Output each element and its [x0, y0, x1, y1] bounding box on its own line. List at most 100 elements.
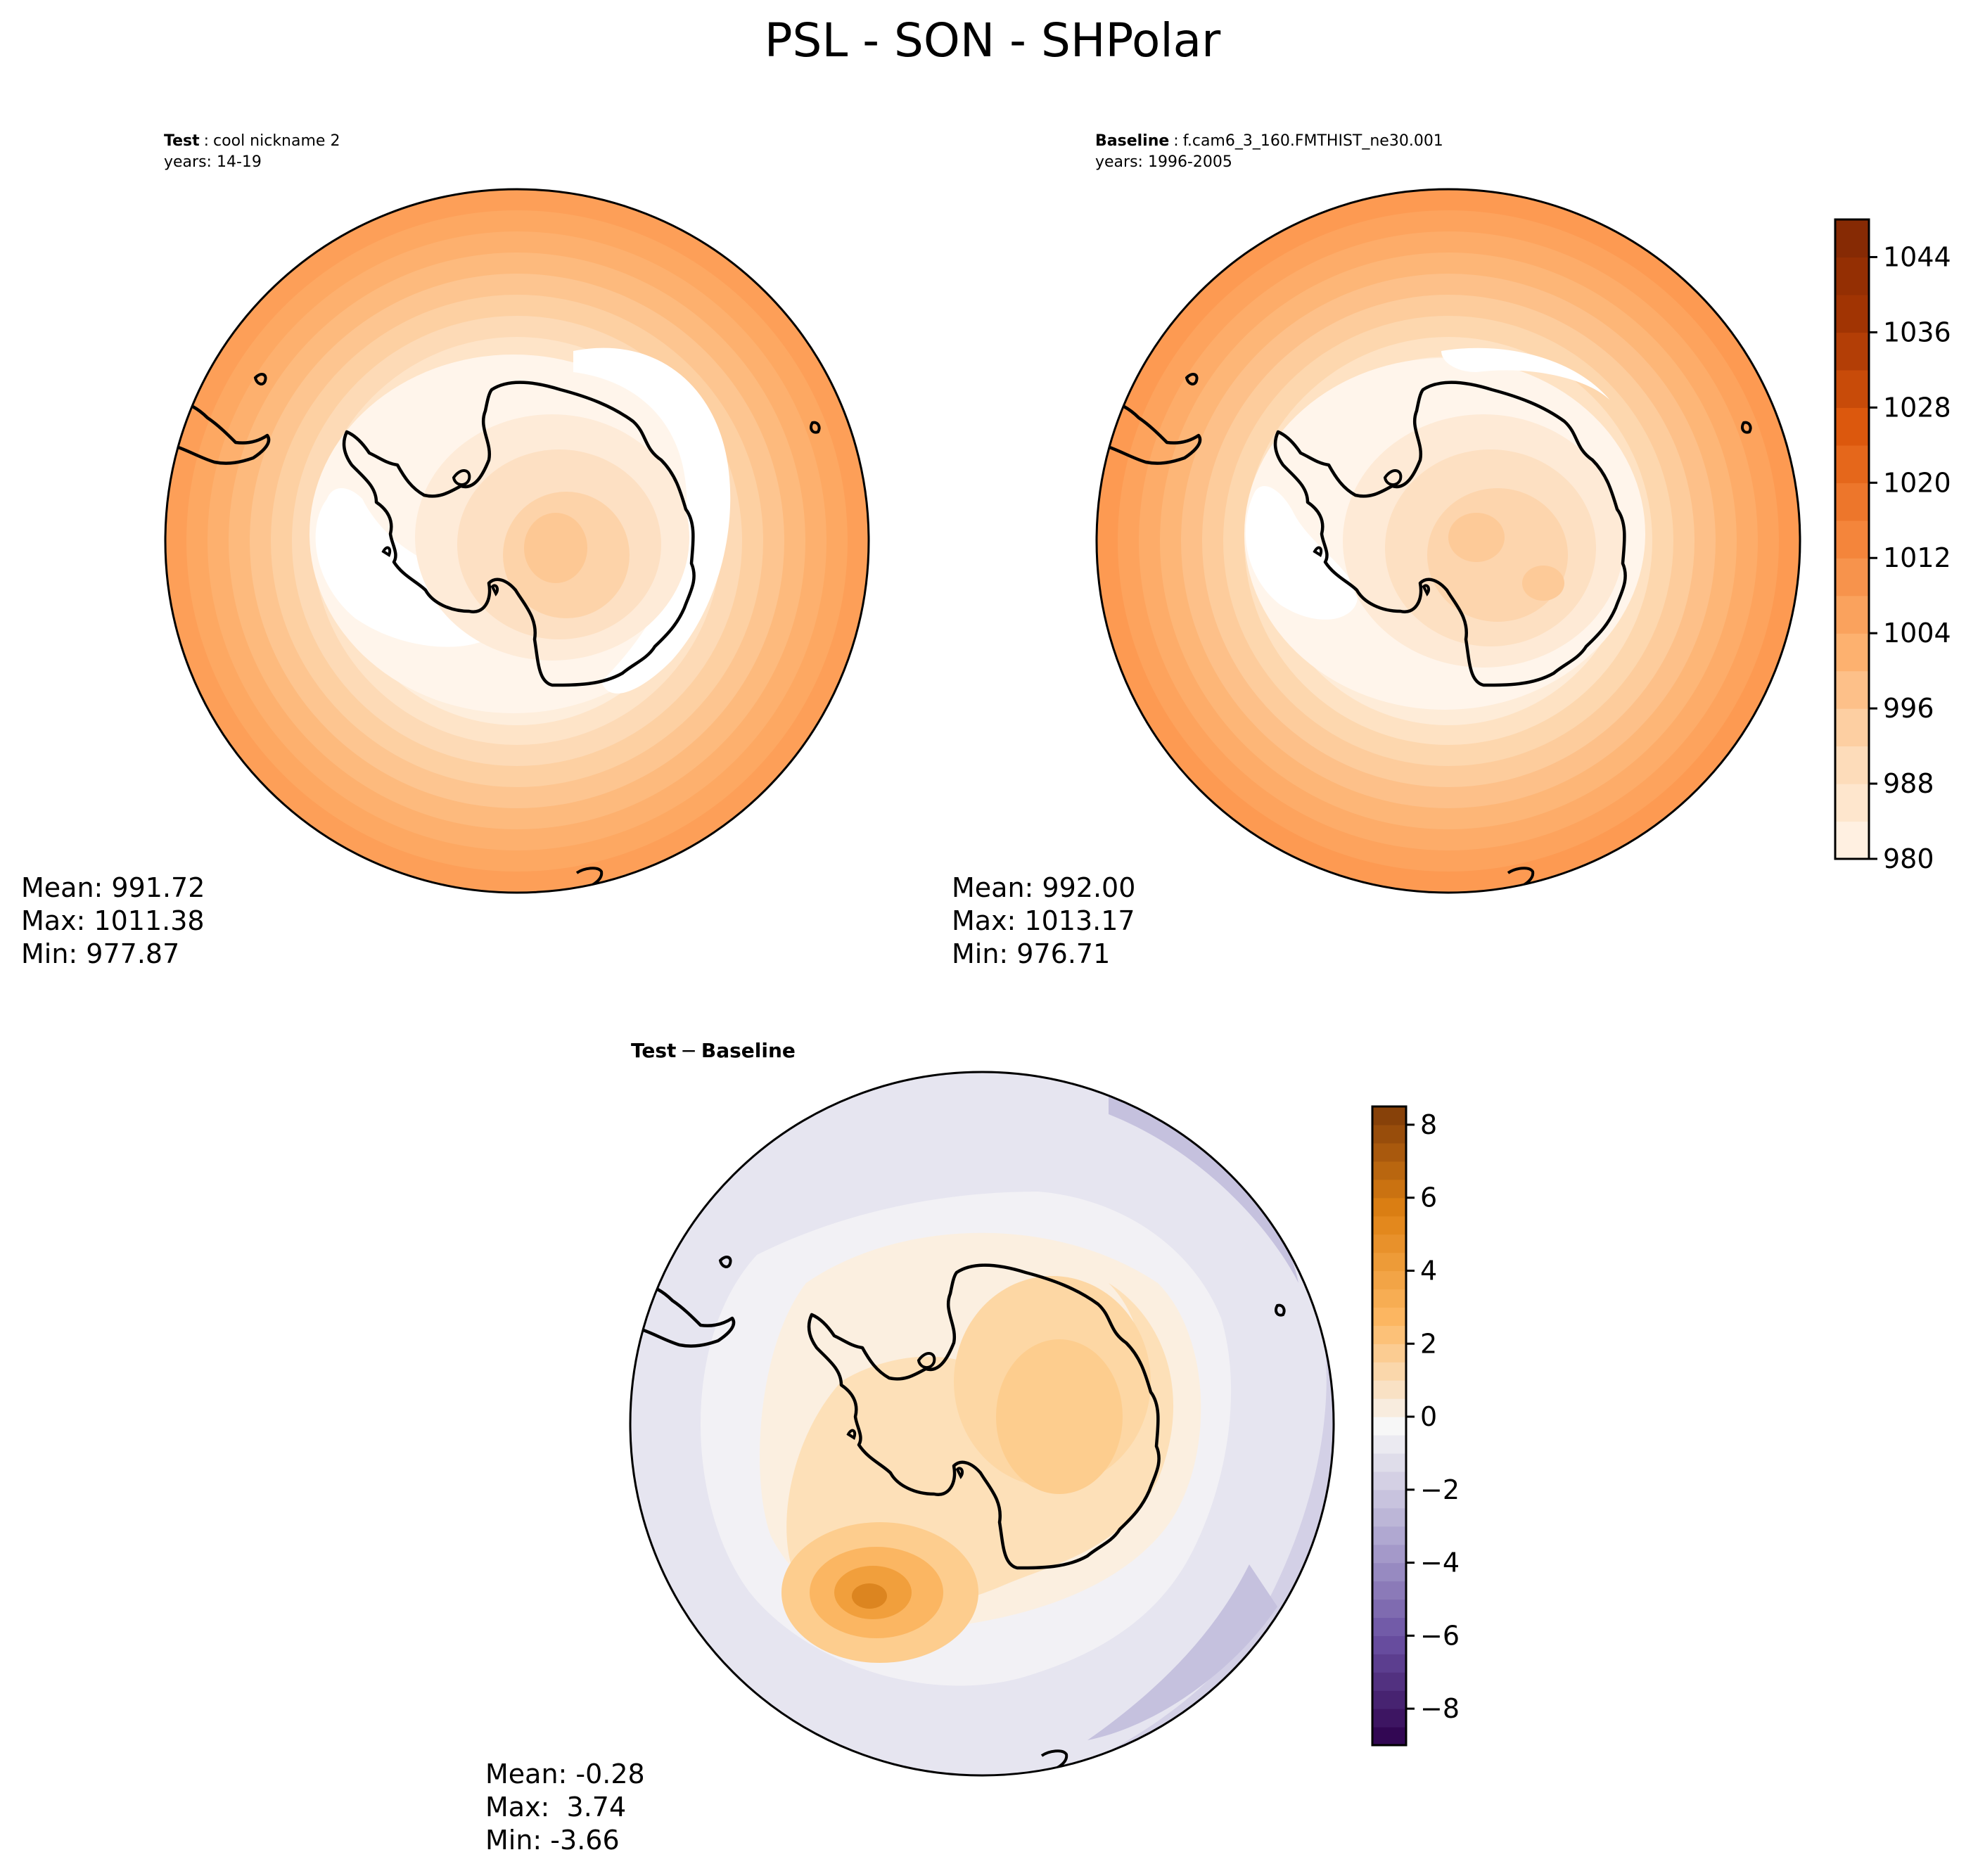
colorbar-difference-segment — [1372, 1544, 1406, 1564]
colorbar-difference-tick-label: −2 — [1420, 1474, 1460, 1505]
panel-test-header: Test: cool nickname 2 — [164, 132, 340, 150]
colorbar-difference-frame — [1371, 1105, 1408, 1747]
colorbar-absolute-tick-label: 988 — [1883, 768, 1934, 799]
colorbar-absolute-segment — [1835, 219, 1869, 258]
colorbar-difference-segment — [1372, 1617, 1406, 1636]
panel-difference-mean: Mean: -0.28 — [485, 1759, 645, 1789]
colorbar-difference-segment — [1372, 1635, 1406, 1654]
colorbar-absolute-tick-label: 980 — [1883, 843, 1934, 874]
colorbar-difference-segment — [1372, 1179, 1406, 1199]
colorbar-difference-segment — [1372, 1106, 1406, 1125]
colorbar-absolute-segment — [1835, 595, 1869, 634]
colorbar-absolute-segment — [1835, 483, 1869, 521]
colorbar-difference-segment — [1372, 1307, 1406, 1326]
colorbar-difference-tick-label: −4 — [1420, 1548, 1460, 1578]
colorbar-difference-segment — [1372, 1562, 1406, 1582]
colorbar-absolute-segment — [1835, 746, 1869, 784]
colorbar-difference-segment — [1372, 1234, 1406, 1253]
colorbar-difference-segment — [1372, 1344, 1406, 1363]
colorbar-difference-segment — [1372, 1599, 1406, 1618]
panel-baseline-header: Baseline: f.cam6_3_160.FMTHIST_ne30.001 — [1095, 132, 1443, 150]
colorbar-absolute-segment — [1835, 633, 1869, 672]
colorbar-absolute-tick-label: 1020 — [1883, 467, 1951, 498]
colorbar-difference-tick-label: 0 — [1420, 1401, 1437, 1432]
colorbar-absolute-tick-label: 1028 — [1883, 392, 1951, 423]
panel-difference-label-a: Test — [631, 1039, 676, 1062]
colorbar-absolute-segment — [1835, 332, 1869, 371]
colorbar-difference-segment — [1372, 1215, 1406, 1235]
colorbar-absolute-tick-label: 1036 — [1883, 317, 1951, 347]
colorbar-difference-segment — [1372, 1672, 1406, 1691]
panel-test-min: Min: 977.87 — [21, 938, 179, 969]
colorbar-difference: −8 −6 −4 −2 0 2 4 6 8 — [1371, 1105, 1460, 1747]
panel-baseline-max: Max: 1013.17 — [952, 905, 1135, 936]
colorbar-difference-segment — [1372, 1252, 1406, 1272]
colorbar-absolute-frame — [1834, 218, 1870, 860]
colorbar-absolute-segment — [1835, 257, 1869, 295]
panel-test-max: Max: 1011.38 — [21, 905, 205, 936]
colorbar-difference-segment — [1372, 1362, 1406, 1381]
panel-test: Test: cool nickname 2 years: 14-19 — [21, 132, 870, 969]
colorbar-absolute-segment — [1835, 407, 1869, 446]
colorbar-absolute-segment — [1835, 520, 1869, 559]
colorbar-difference-segment — [1372, 1526, 1406, 1545]
colorbar-difference-segment — [1372, 1161, 1406, 1180]
map-test — [164, 188, 870, 894]
colorbar-absolute-segment — [1835, 670, 1869, 709]
panel-difference-max: Max: 3.74 — [485, 1792, 626, 1823]
colorbar-difference-tick-label: −6 — [1420, 1620, 1460, 1651]
colorbar-absolute-segment — [1835, 784, 1869, 822]
panel-baseline-label: Baseline — [1095, 132, 1169, 150]
panel-baseline-name: f.cam6_3_160.FMTHIST_ne30.001 — [1183, 132, 1443, 150]
map-baseline — [1095, 188, 1801, 894]
colorbar-difference-segment — [1372, 1727, 1406, 1746]
colorbar-difference-segment — [1372, 1690, 1406, 1709]
colorbar-absolute-tick-label: 996 — [1883, 693, 1934, 724]
colorbar-difference-segment — [1372, 1654, 1406, 1673]
colorbar-difference-segment — [1372, 1453, 1406, 1472]
colorbar-absolute-tick-label: 1012 — [1883, 542, 1951, 573]
panel-test-name: cool nickname 2 — [213, 132, 340, 150]
colorbar-difference-segment — [1372, 1197, 1406, 1217]
colorbar-absolute-segment — [1835, 558, 1869, 596]
colorbar-absolute: 980 988 996 1004 1012 1020 1028 1036 1044 — [1834, 218, 1951, 874]
colorbar-difference-tick-label: 6 — [1420, 1182, 1437, 1213]
colorbar-difference-segment — [1372, 1434, 1406, 1454]
colorbar-difference-segment — [1372, 1471, 1406, 1491]
colorbar-absolute-segment — [1835, 294, 1869, 333]
colorbar-absolute-segment — [1835, 708, 1869, 747]
panel-difference-header: Test − Baseline — [631, 1039, 796, 1062]
colorbar-absolute-segment — [1835, 821, 1869, 860]
colorbar-absolute-segment — [1835, 445, 1869, 483]
panel-test-mean: Mean: 991.72 — [21, 872, 205, 903]
colorbar-difference-segment — [1372, 1289, 1406, 1308]
panel-test-label: Test — [164, 132, 200, 150]
panel-test-years: years: 14-19 — [164, 153, 262, 171]
panel-difference-label-b: Baseline — [701, 1039, 796, 1062]
colorbar-difference-segment — [1372, 1325, 1406, 1344]
panel-baseline: Baseline: f.cam6_3_160.FMTHIST_ne30.001 y… — [952, 132, 1951, 969]
panel-baseline-years: years: 1996-2005 — [1095, 153, 1232, 171]
figure-title: PSL - SON - SHPolar — [765, 13, 1221, 68]
colorbar-absolute-tick-label: 1044 — [1883, 241, 1951, 272]
colorbar-difference-segment — [1372, 1142, 1406, 1162]
panel-baseline-min: Min: 976.71 — [952, 938, 1110, 969]
panel-baseline-mean: Mean: 992.00 — [952, 872, 1135, 903]
colorbar-difference-segment — [1372, 1417, 1406, 1436]
colorbar-absolute-tick-label: 1004 — [1883, 618, 1951, 649]
colorbar-difference-segment — [1372, 1489, 1406, 1509]
colorbar-absolute-segment — [1835, 369, 1869, 408]
colorbar-difference-segment — [1372, 1124, 1406, 1144]
panel-difference: Test − Baseline Mean: -0.28 — [485, 1039, 1460, 1856]
panel-difference-min: Min: -3.66 — [485, 1825, 620, 1856]
colorbar-difference-tick-label: 8 — [1420, 1109, 1437, 1140]
colorbar-difference-segment — [1372, 1581, 1406, 1600]
colorbar-difference-tick-label: 2 — [1420, 1328, 1437, 1359]
map-difference — [629, 1071, 1335, 1777]
colorbar-difference-tick-label: 4 — [1420, 1255, 1437, 1286]
colorbar-difference-segment — [1372, 1507, 1406, 1527]
colorbar-difference-segment — [1372, 1709, 1406, 1728]
colorbar-difference-tick-label: −8 — [1420, 1693, 1460, 1724]
colorbar-difference-segment — [1372, 1270, 1406, 1290]
